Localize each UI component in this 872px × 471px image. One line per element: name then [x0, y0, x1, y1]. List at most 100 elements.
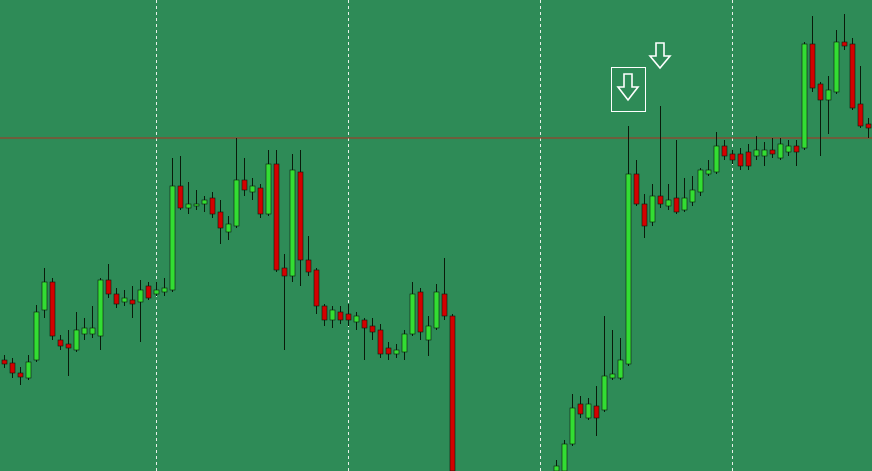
candle-body — [577, 403, 584, 415]
candle-body — [17, 372, 24, 378]
candle-body — [681, 197, 688, 211]
candle-body — [713, 145, 720, 173]
candle-body — [609, 373, 616, 379]
candle-body — [833, 41, 840, 93]
candle-body — [241, 179, 248, 191]
candle-body — [769, 149, 776, 155]
selection-box — [611, 67, 646, 112]
candle-body — [289, 169, 296, 277]
candle-body — [137, 289, 144, 303]
candle-body — [185, 203, 192, 209]
candle-body — [665, 199, 672, 207]
candle-body — [281, 267, 288, 277]
candle-body — [689, 189, 696, 203]
candle-body — [265, 163, 272, 215]
candle-body — [785, 145, 792, 153]
candle-body — [633, 173, 640, 205]
candle-body — [209, 197, 216, 215]
candle-body — [737, 153, 744, 167]
candle-body — [441, 293, 448, 317]
candle-body — [673, 197, 680, 213]
candle-body — [801, 43, 808, 149]
candle-body — [865, 123, 872, 129]
candle-body — [65, 343, 72, 349]
candle-body — [49, 281, 56, 337]
candle-body — [337, 311, 344, 321]
candle-body — [153, 289, 160, 295]
candle-body — [601, 375, 608, 411]
candle-body — [393, 349, 400, 355]
candle-body — [113, 293, 120, 305]
candle-body — [793, 145, 800, 153]
candle-body — [97, 279, 104, 337]
candle-body — [729, 153, 736, 161]
candle-body — [753, 149, 760, 157]
candle-body — [777, 143, 784, 159]
candle-body — [225, 223, 232, 233]
candle-body — [385, 347, 392, 355]
candle-body — [1, 359, 8, 365]
candle-body — [73, 329, 80, 351]
candle-body — [25, 361, 32, 379]
candle-body — [129, 299, 136, 305]
candle-body — [817, 83, 824, 101]
candle-body — [257, 187, 264, 215]
candle-body — [273, 163, 280, 271]
candle-body — [809, 43, 816, 89]
candle-body — [657, 195, 664, 205]
candle-body — [705, 169, 712, 175]
candle-body — [553, 465, 560, 471]
down-arrow — [616, 73, 640, 102]
candle-body — [649, 195, 656, 223]
candle-body — [825, 89, 832, 101]
candle-body — [89, 327, 96, 335]
candle-body — [849, 43, 856, 109]
down-arrow — [648, 42, 672, 70]
candle-body — [433, 291, 440, 329]
candle-body — [745, 151, 752, 167]
candle-body — [417, 291, 424, 333]
candle-body — [105, 279, 112, 295]
candle-body — [425, 325, 432, 341]
candle-body — [305, 259, 312, 273]
candle-body — [561, 443, 568, 471]
candle-body — [217, 211, 224, 229]
candle-body — [409, 293, 416, 335]
candle-body — [9, 362, 16, 374]
candle-body — [569, 407, 576, 445]
candle-body — [641, 203, 648, 227]
candle-body — [625, 173, 632, 365]
candle-body — [297, 171, 304, 261]
candle-body — [33, 311, 40, 361]
candle-body — [121, 297, 128, 303]
candle-body — [841, 41, 848, 47]
candle-body — [697, 169, 704, 193]
candle-body — [361, 319, 368, 329]
candle-body — [161, 287, 168, 293]
candle-body — [617, 359, 624, 379]
candle-body — [201, 199, 208, 205]
candle-body — [145, 285, 152, 299]
candle-body — [449, 315, 456, 471]
candle-body — [345, 313, 352, 321]
candle-body — [721, 145, 728, 157]
candle-body — [369, 325, 376, 333]
candle-body — [329, 309, 336, 321]
candle-body — [233, 179, 240, 227]
candles — [1, 14, 872, 471]
candle-body — [169, 185, 176, 291]
signal-arrow-selected — [611, 67, 646, 112]
candle-body — [249, 185, 256, 193]
candle-body — [57, 339, 64, 347]
candle-body — [761, 149, 768, 157]
candle-body — [193, 203, 200, 207]
candle-body — [585, 403, 592, 419]
candle-body — [857, 103, 864, 127]
candle-body — [593, 405, 600, 419]
candle-body — [81, 327, 88, 335]
candle-body — [377, 329, 384, 355]
candle-body — [353, 315, 360, 323]
